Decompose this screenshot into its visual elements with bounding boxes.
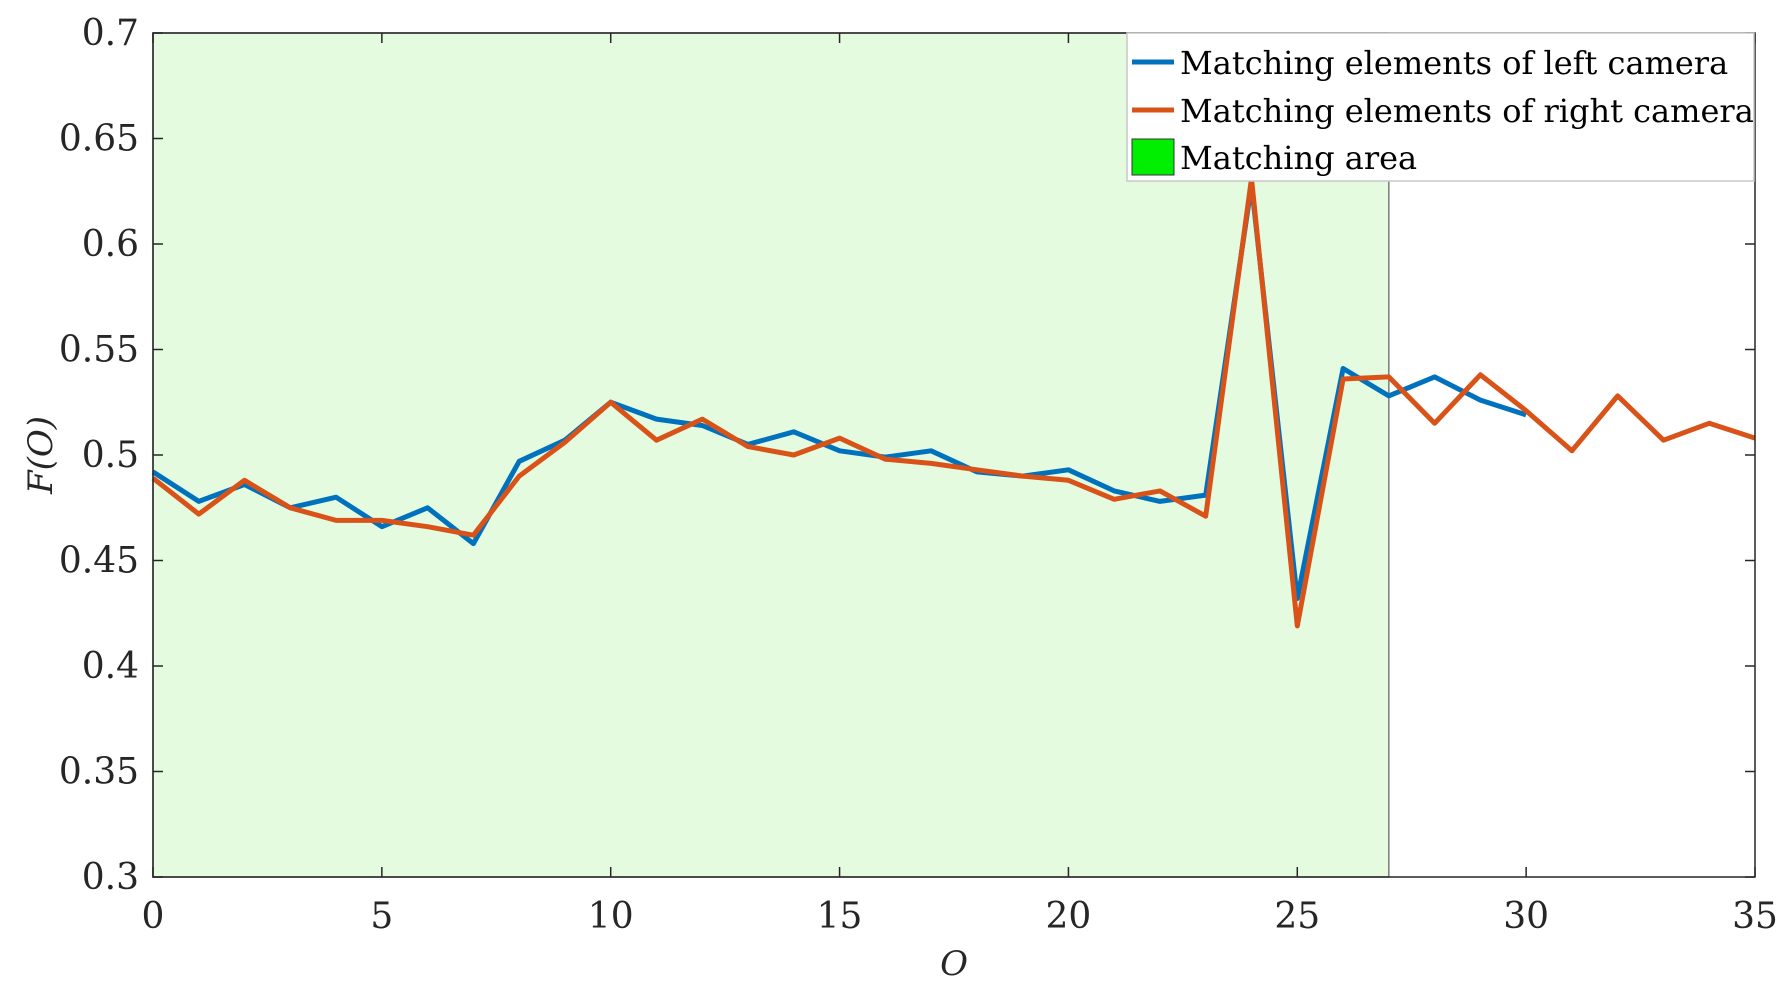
legend-box: [1126, 32, 1755, 182]
x-ticks: 0 5 10 15 20 25 30 35: [142, 33, 1778, 937]
x-tick-label: 35: [1732, 896, 1778, 937]
y-tick-label: 0.45: [59, 541, 139, 582]
x-tick-label: 30: [1503, 896, 1549, 937]
series-layer: [151, 176, 1756, 629]
x-tick-label: 0: [142, 896, 165, 937]
x-tick-label: 5: [370, 896, 393, 937]
legend-right-camera-label: Matching elements of right camera: [1180, 92, 1754, 130]
y-tick-label: 0.6: [82, 224, 139, 265]
y-tick-label: 0.55: [59, 330, 139, 371]
y-tick-label: 0.4: [82, 646, 139, 687]
legend-left-camera-label: Matching elements of left camera: [1180, 44, 1728, 82]
y-ticks: 0.3 0.35 0.4 0.45 0.5 0.55 0.6 0.65 0.7: [59, 13, 1755, 898]
y-tick-label: 0.35: [59, 752, 139, 793]
x-tick-label: 15: [817, 896, 863, 937]
x-tick-label: 10: [588, 896, 634, 937]
legend-matching-area-label: Matching area: [1180, 139, 1417, 177]
y-tick-label: 0.65: [59, 119, 139, 160]
legend: Matching elements of left camera Matchin…: [1126, 32, 1755, 182]
series-left-camera-line: [151, 182, 1527, 601]
y-tick-label: 0.7: [82, 13, 139, 54]
x-tick-label: 20: [1046, 896, 1092, 937]
legend-matching-area-swatch: [1131, 138, 1175, 176]
y-tick-label: 0.5: [82, 435, 139, 476]
x-tick-label: 25: [1274, 896, 1320, 937]
x-axis-title: O: [940, 944, 968, 984]
series-right-camera-line: [151, 176, 1756, 629]
y-axis-title: F(O): [21, 416, 61, 495]
y-tick-label: 0.3: [82, 857, 139, 898]
